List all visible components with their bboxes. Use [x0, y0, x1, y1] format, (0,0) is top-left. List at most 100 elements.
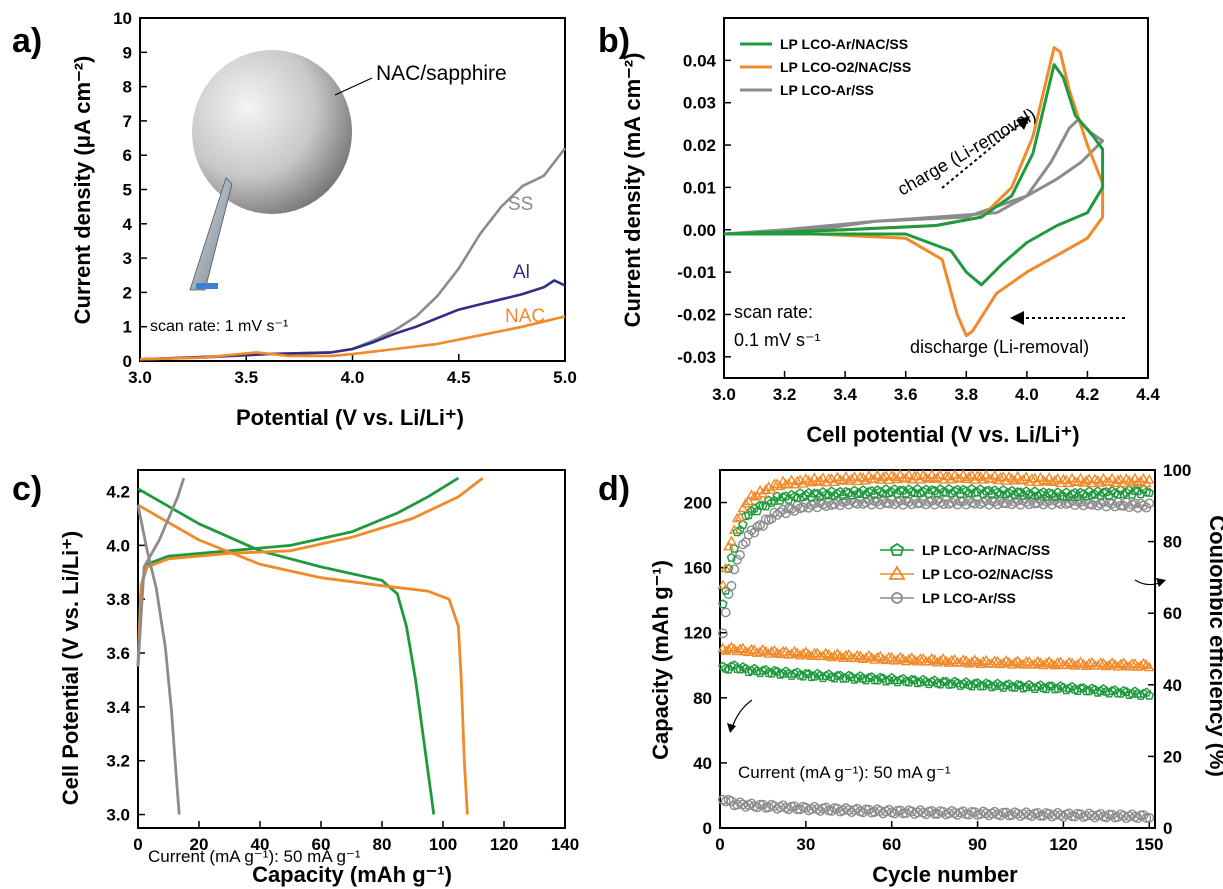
efficiency-point-circle	[775, 507, 785, 518]
efficiency-point-pentagon	[966, 483, 977, 494]
efficiency-point-pentagon	[998, 485, 1009, 495]
x-tick-label-b: 3.4	[833, 385, 857, 404]
efficiency-point-triangle	[926, 469, 938, 479]
efficiency-point-triangle	[814, 474, 826, 485]
x-tick-label-b: 4.0	[1015, 385, 1039, 404]
efficiency-point-pentagon	[1115, 485, 1126, 495]
efficiency-point-triangle	[932, 471, 943, 482]
efficiency-point-triangle	[720, 562, 732, 573]
capacity-point-pentagon	[1104, 688, 1115, 698]
capacity-point-triangle	[977, 655, 989, 666]
y-tick-label-a: 3	[123, 249, 132, 268]
efficiency-point-pentagon	[826, 486, 837, 496]
efficiency-point-pentagon	[984, 485, 994, 495]
x-tick-label-b: 4.2	[1076, 385, 1100, 404]
efficiency-point-pentagon	[866, 485, 877, 495]
y-axis-label-b: Current density (mA cm⁻²)	[620, 53, 645, 328]
efficiency-point-triangle	[717, 579, 729, 590]
capacity-point-circle	[1138, 810, 1149, 820]
y2-tick-label-d: 40	[1163, 676, 1182, 695]
y-tick-label-b: -0.02	[677, 305, 716, 324]
efficiency-point-pentagon	[732, 527, 743, 537]
tweezers-tip-image	[196, 283, 218, 289]
capacity-point-triangle	[1115, 658, 1127, 669]
y-axis-label-a: Current density (μA cm⁻²)	[70, 56, 95, 325]
efficiency-point-triangle	[748, 490, 760, 501]
charge-arrow-head	[1016, 116, 1030, 130]
efficiency-point-circle	[737, 539, 748, 550]
efficiency-point-triangle	[840, 470, 852, 481]
efficiency-point-pentagon	[838, 490, 848, 501]
efficiency-point-triangle	[997, 471, 1009, 481]
efficiency-point-pentagon	[1049, 491, 1060, 501]
capacity-point-pentagon	[978, 681, 989, 691]
capacity-point-circle	[732, 799, 743, 810]
series-line-c	[136, 477, 186, 667]
capacity-point-pentagon	[904, 677, 914, 687]
legend-d-marker-2	[891, 592, 903, 604]
y-tick-label-c: 4.0	[106, 536, 130, 555]
y-tick-label-a: 4	[123, 215, 133, 234]
efficiency-point-pentagon	[944, 483, 954, 494]
efficiency-point-circle	[729, 564, 740, 575]
efficiency-point-triangle	[877, 471, 889, 482]
series-line-c	[137, 503, 469, 815]
y-tick-label-b: 0.00	[683, 221, 716, 240]
capacity-point-pentagon	[946, 679, 957, 689]
efficiency-point-pentagon	[1029, 486, 1040, 496]
legend-d-marker-0	[889, 542, 905, 556]
legend-d-label-1: LP LCO-O2/NAC/SS	[922, 566, 1053, 582]
capacity-point-pentagon	[755, 667, 765, 678]
capacity-point-pentagon	[729, 660, 740, 670]
tweezers-image	[189, 177, 233, 291]
capacity-point-pentagon	[841, 673, 851, 683]
efficiency-point-pentagon	[778, 492, 788, 502]
capacity-point-triangle	[766, 645, 777, 656]
y-tick-label-d: 80	[693, 689, 712, 708]
capacity-point-pentagon	[1135, 690, 1146, 700]
capacity-point-pentagon	[895, 674, 906, 684]
efficiency-point-pentagon	[1121, 487, 1132, 497]
efficiency-point-triangle	[966, 469, 978, 480]
y-tick-label-d: 120	[684, 624, 712, 643]
y-tick-label-a: 10	[113, 9, 132, 28]
x-tick-label-d: 0	[715, 835, 724, 854]
efficiency-point-pentagon	[972, 487, 983, 497]
efficiency-point-pentagon	[987, 489, 997, 499]
capacity-point-pentagon	[798, 671, 808, 681]
series-line-c	[136, 476, 484, 667]
scan-rate-b-line2: 0.1 mV s⁻¹	[734, 330, 821, 350]
x-tick-label-a: 5.0	[553, 368, 577, 387]
efficiency-point-triangle	[766, 484, 777, 494]
efficiency-point-triangle	[1049, 474, 1061, 485]
series-line-b	[723, 46, 1105, 338]
capacity-point-triangle	[786, 648, 797, 659]
capacity-point-pentagon	[726, 661, 737, 671]
efficiency-point-pentagon	[795, 488, 805, 498]
efficiency-point-triangle	[900, 472, 912, 482]
efficiency-point-triangle	[963, 471, 975, 482]
series-line-a	[139, 279, 566, 361]
efficiency-point-circle	[789, 505, 800, 516]
x-tick-label-c: 140	[551, 835, 579, 854]
efficiency-point-triangle	[737, 502, 749, 513]
y-tick-label-a: 5	[123, 181, 132, 200]
x-tick-label-d: 60	[882, 835, 901, 854]
y2-tick-label-d: 20	[1163, 747, 1182, 766]
capacity-point-circle	[861, 804, 871, 815]
x-tick-label-c: 100	[429, 835, 457, 854]
efficiency-point-triangle	[723, 540, 734, 551]
series-line-c	[136, 504, 181, 815]
y2-tick-label-d: 0	[1163, 819, 1172, 838]
capacity-axis-pointer	[731, 699, 753, 729]
x-tick-label-c: 0	[133, 835, 142, 854]
efficiency-point-pentagon	[769, 495, 780, 505]
capacity-axis-pointer-head	[727, 723, 736, 733]
efficiency-point-triangle	[1020, 471, 1032, 482]
x-tick-label-b: 4.4	[1136, 385, 1160, 404]
efficiency-point-pentagon	[858, 485, 868, 495]
capacity-point-pentagon	[809, 671, 820, 681]
efficiency-point-pentagon	[1101, 486, 1112, 497]
y-axis-label-d: Capacity (mAh g⁻¹)	[648, 560, 673, 760]
